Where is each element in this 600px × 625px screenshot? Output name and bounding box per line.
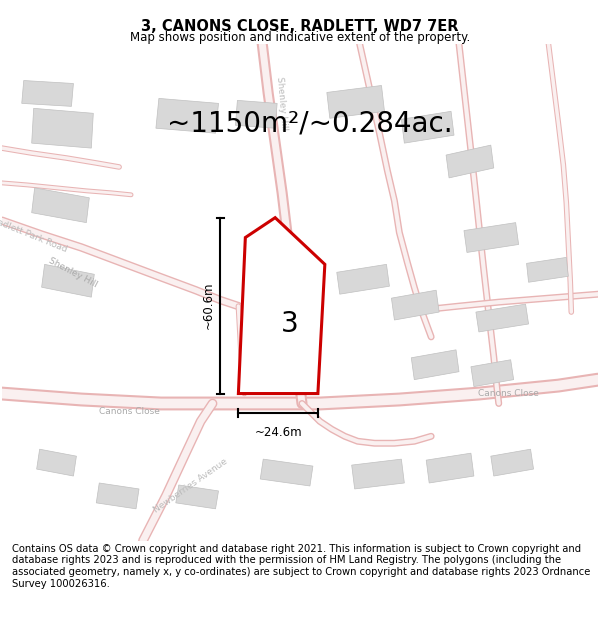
Polygon shape [391,290,439,320]
Polygon shape [527,258,568,282]
Text: ~1150m²/~0.284ac.: ~1150m²/~0.284ac. [167,109,453,138]
Text: Shenley Hill: Shenley Hill [275,76,289,131]
Text: Radlett Park Road: Radlett Park Road [0,215,69,254]
Text: Canons Close: Canons Close [478,389,539,398]
Polygon shape [37,449,76,476]
Polygon shape [327,86,385,118]
Text: 3: 3 [281,310,299,338]
Polygon shape [464,222,518,253]
Polygon shape [32,108,93,148]
Polygon shape [476,304,529,332]
Polygon shape [32,188,89,222]
Text: Map shows position and indicative extent of the property.: Map shows position and indicative extent… [130,31,470,44]
Polygon shape [412,350,459,379]
Text: 3, CANONS CLOSE, RADLETT, WD7 7ER: 3, CANONS CLOSE, RADLETT, WD7 7ER [141,19,459,34]
Polygon shape [238,217,325,394]
Polygon shape [96,483,139,509]
Polygon shape [491,449,533,476]
Text: Shenley Hill: Shenley Hill [47,256,100,289]
Polygon shape [426,453,474,483]
Polygon shape [22,81,73,106]
Text: ~60.6m: ~60.6m [202,281,215,329]
Text: Canons Close: Canons Close [98,407,160,416]
Polygon shape [352,459,404,489]
Polygon shape [235,101,277,128]
Polygon shape [401,111,454,143]
Polygon shape [446,145,494,178]
Polygon shape [260,459,313,486]
Polygon shape [471,360,514,387]
Polygon shape [337,264,389,294]
Text: Contains OS data © Crown copyright and database right 2021. This information is : Contains OS data © Crown copyright and d… [12,544,590,589]
Polygon shape [176,485,218,509]
Polygon shape [41,264,94,297]
Text: ~24.6m: ~24.6m [254,426,302,439]
Polygon shape [156,98,218,133]
Text: Newberries Avenue: Newberries Avenue [152,457,229,515]
